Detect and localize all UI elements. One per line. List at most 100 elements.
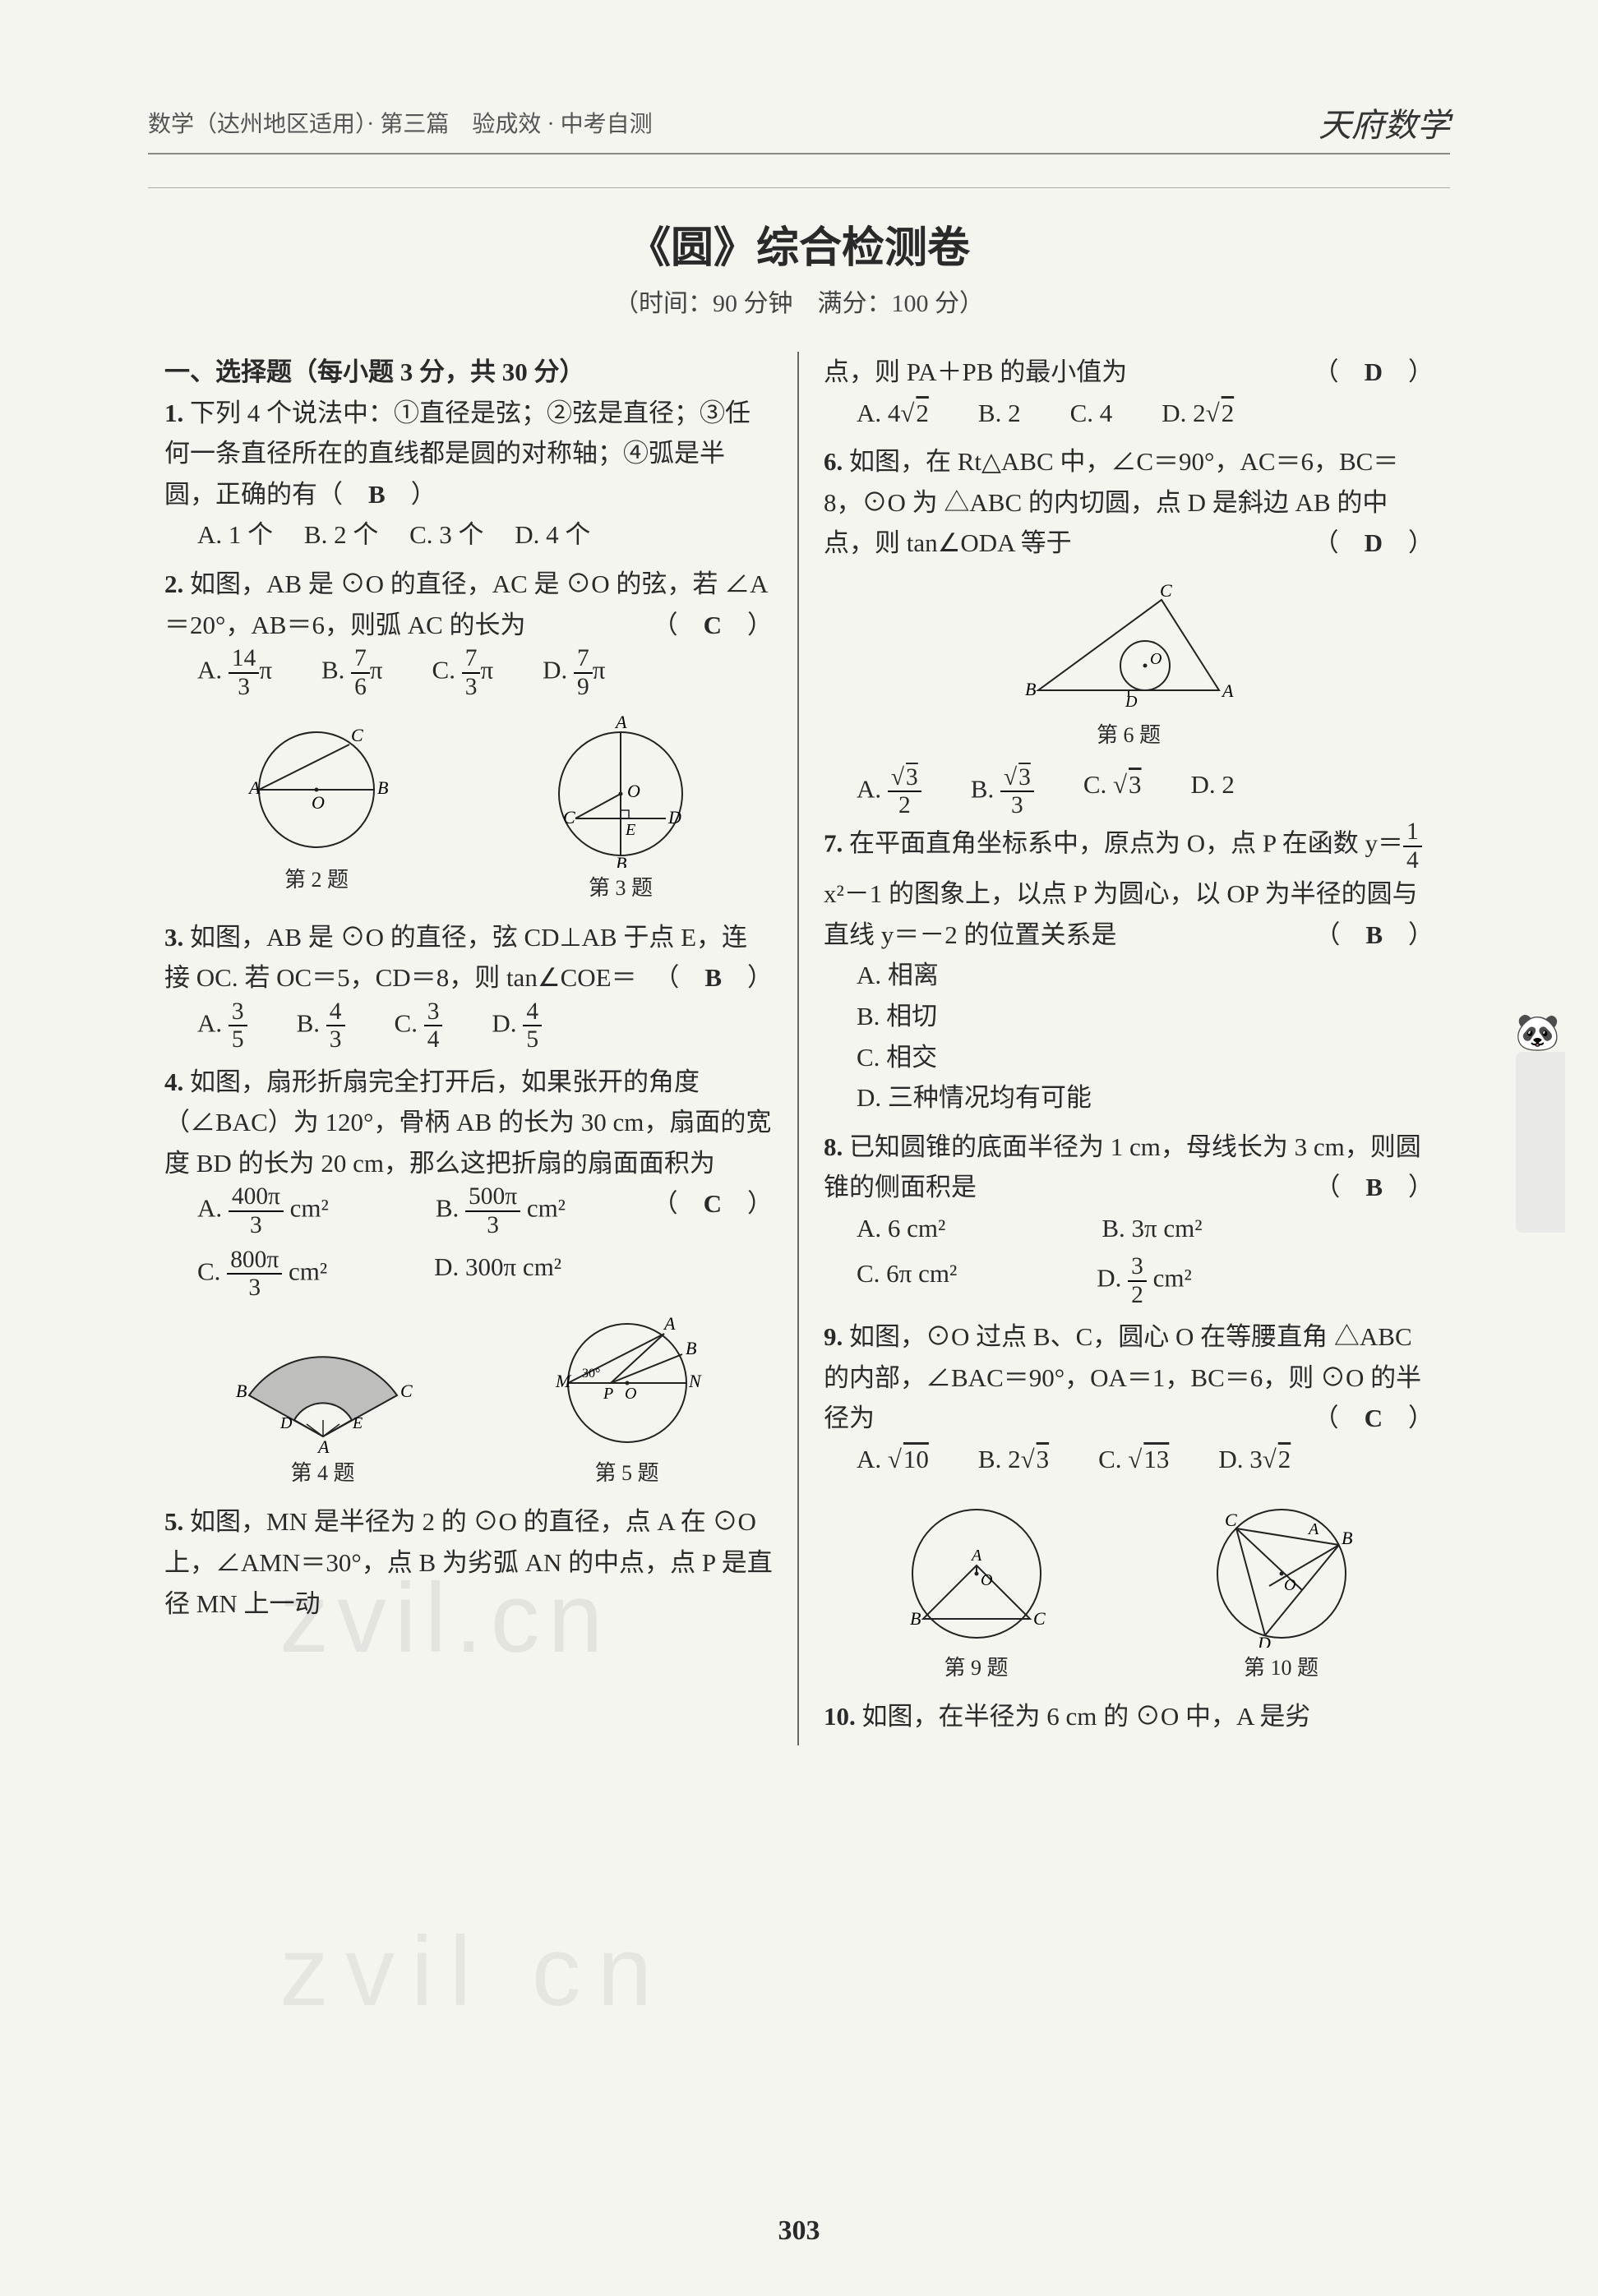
q1-opts: A. 1 个 B. 2 个 C. 3 个 D. 4 个 xyxy=(164,514,773,556)
q9-num: 9. xyxy=(824,1322,843,1351)
q9-opt-c: C. √13 xyxy=(1098,1439,1169,1480)
q9-opts: A. √10 B. 2√3 C. √13 D. 3√2 xyxy=(824,1439,1434,1480)
q4-opt-d: D. 300π cm² xyxy=(434,1247,561,1302)
svg-text:A: A xyxy=(614,712,627,732)
q9-opt-b: B. 2√3 xyxy=(978,1439,1049,1480)
q8-num: 8. xyxy=(824,1132,843,1161)
q1-opt-b: B. 2 个 xyxy=(304,514,378,556)
q1-opt-d: D. 4 个 xyxy=(515,514,590,556)
q6-ans: D xyxy=(1365,528,1383,557)
q5-opt-b: B. 2 xyxy=(978,393,1021,434)
question-7: 7. 在平面直角坐标系中，原点为 O，点 P 在函数 y＝14x²－1 的图象上… xyxy=(824,818,1434,1118)
q7-text1: 在平面直角坐标系中，原点为 O，点 P 在函数 y＝ xyxy=(849,829,1403,858)
q5cont-ans: D xyxy=(1365,357,1383,386)
page-number: 303 xyxy=(778,2215,820,2247)
figure-9: A B C O 第 9 题 xyxy=(882,1491,1071,1685)
figure-6: B A C O D 第 6 题 xyxy=(1005,575,1252,753)
q7-ans: B xyxy=(1365,920,1383,949)
q9-opt-d: D. 3√2 xyxy=(1218,1439,1291,1480)
svg-text:B: B xyxy=(236,1381,247,1401)
fig6-svg: B A C O D xyxy=(1005,575,1252,715)
question-1: 1. 下列 4 个说法中：①直径是弦；②弦是直径；③任何一条直径所在的直线都是圆… xyxy=(164,393,773,556)
q6-text: 如图，在 Rt△ABC 中，∠C＝90°，AC＝6，BC＝8，⊙O 为 △ABC… xyxy=(824,447,1398,557)
q4-text: 如图，扇形折扇完全打开后，如果张开的角度（∠BAC）为 120°，骨柄 AB 的… xyxy=(164,1067,771,1178)
svg-text:D: D xyxy=(667,807,681,828)
q6-opt-d: D. 2 xyxy=(1191,764,1235,819)
q8-opts: A. 6 cm² B. 3π cm² C. 6π cm² D. 32 cm² xyxy=(824,1208,1434,1308)
q2-opt-a: A. 143π xyxy=(197,645,272,700)
svg-text:A: A xyxy=(1307,1520,1319,1538)
q1-opt-c: C. 3 个 xyxy=(409,514,483,556)
svg-text:A: A xyxy=(1221,680,1234,701)
svg-text:B: B xyxy=(377,777,388,798)
svg-text:D: D xyxy=(1125,693,1138,711)
q1-opt-a: A. 1 个 xyxy=(197,514,273,556)
q2-opts: A. 143π B. 76π C. 73π D. 79π xyxy=(164,645,773,700)
fig4-caption: 第 4 题 xyxy=(216,1456,430,1491)
svg-text:B: B xyxy=(910,1608,921,1629)
svg-text:C: C xyxy=(1160,580,1172,601)
left-column: 一、选择题（每小题 3 分，共 30 分） 1. 下列 4 个说法中：①直径是弦… xyxy=(148,352,799,1745)
svg-text:O: O xyxy=(627,781,640,801)
q2-num: 2. xyxy=(164,569,183,598)
q7-num: 7. xyxy=(824,829,843,858)
fig3-svg: A B C D O E xyxy=(530,712,711,868)
q4-opt-b: B. 500π3 cm² xyxy=(436,1183,566,1238)
q8-opt-c: C. 6π cm² xyxy=(857,1253,957,1308)
q9-ans: C xyxy=(1365,1404,1383,1432)
q2-opt-c: C. 73π xyxy=(432,645,494,700)
svg-text:C: C xyxy=(400,1381,413,1401)
svg-text:30°: 30° xyxy=(582,1367,600,1381)
q5-opt-d: D. 2√2 xyxy=(1162,393,1234,434)
svg-text:D: D xyxy=(279,1414,293,1432)
svg-text:O: O xyxy=(625,1385,636,1403)
q2-opt-b: B. 76π xyxy=(321,645,383,700)
q5cont-text: 点，则 PA＋PB 的最小值为 xyxy=(824,357,1127,386)
q5-opts: A. 4√2 B. 2 C. 4 D. 2√2 xyxy=(824,393,1434,434)
q8-ans: B xyxy=(1365,1173,1383,1201)
question-8: 8. 已知圆锥的底面半径为 1 cm，母线长为 3 cm，则圆锥的侧面积是 （ … xyxy=(824,1127,1434,1309)
figure-10: C B D A O 第 10 题 xyxy=(1187,1491,1376,1685)
q6-num: 6. xyxy=(824,447,843,476)
q3-opt-b: B. 43 xyxy=(297,998,345,1053)
watermark-2: zvil cn xyxy=(279,1915,668,2028)
fig10-svg: C B D A O xyxy=(1187,1491,1376,1648)
svg-text:A: A xyxy=(970,1547,982,1565)
figure-2: A B C O 第 2 题 xyxy=(226,712,407,906)
q3-opts: A. 35 B. 43 C. 34 D. 45 xyxy=(164,998,773,1053)
fig9-caption: 第 9 题 xyxy=(882,1651,1071,1685)
figure-3: A B C D O E 第 3 题 xyxy=(530,712,711,906)
fig5-svg: M N A B P O 30° xyxy=(533,1313,722,1453)
svg-text:E: E xyxy=(625,821,635,839)
q8-opt-a: A. 6 cm² xyxy=(857,1208,945,1249)
svg-text:A: A xyxy=(663,1313,676,1334)
fig3-caption: 第 3 题 xyxy=(530,871,711,906)
svg-text:B: B xyxy=(1342,1528,1352,1548)
svg-text:B: B xyxy=(1025,679,1036,699)
brand-logo: 天府数学 xyxy=(1319,99,1450,146)
q8-opt-b: B. 3π cm² xyxy=(1102,1208,1202,1249)
q5-opt-a: A. 4√2 xyxy=(857,393,929,434)
svg-text:C: C xyxy=(351,725,363,745)
q8-opt-d: D. 32 cm² xyxy=(1097,1253,1192,1308)
svg-text:A: A xyxy=(247,777,261,798)
svg-text:A: A xyxy=(316,1436,330,1453)
svg-text:B: B xyxy=(686,1338,696,1358)
fig4-svg: B C D E A xyxy=(216,1313,430,1453)
q6-opt-b: B. √33 xyxy=(971,764,1034,819)
fig2-caption: 第 2 题 xyxy=(226,863,407,897)
q3-opt-d: D. 45 xyxy=(492,998,542,1053)
page-title: 《圆》综合检测卷 xyxy=(148,213,1450,274)
svg-text:E: E xyxy=(352,1414,363,1432)
figure-4: B C D E A 第 4 题 xyxy=(216,1313,430,1491)
fig9-svg: A B C O xyxy=(882,1491,1071,1648)
svg-text:O: O xyxy=(1284,1576,1295,1594)
svg-text:D: D xyxy=(1257,1633,1271,1648)
svg-text:C: C xyxy=(1225,1510,1237,1530)
fig10-caption: 第 10 题 xyxy=(1187,1651,1376,1685)
q10-num: 10. xyxy=(824,1702,856,1731)
panda-icon: 🐼 xyxy=(1515,1011,1560,1053)
q6-opt-a: A. √32 xyxy=(857,764,921,819)
q1-num: 1. xyxy=(164,399,183,427)
q10-text: 如图，在半径为 6 cm 的 ⊙O 中，A 是劣 xyxy=(862,1702,1311,1731)
